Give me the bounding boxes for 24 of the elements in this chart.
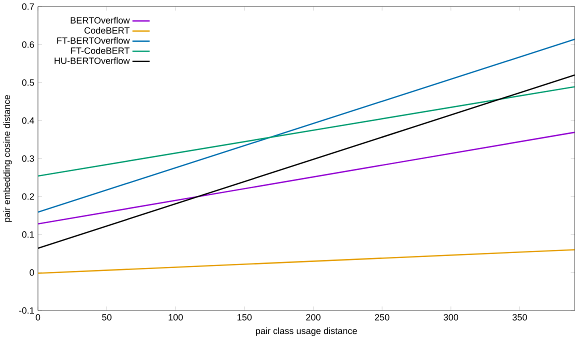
y-tick-label: 0.1 — [22, 231, 34, 238]
x-tick-label: 150 — [238, 314, 252, 320]
legend-label: HU-BERTOverflow — [54, 57, 130, 64]
y-tick-label: -0.1 — [19, 307, 34, 314]
x-tick-label: 100 — [168, 314, 183, 320]
y-tick-label: 0.4 — [22, 117, 34, 124]
x-tick-label: 200 — [306, 314, 320, 320]
legend-label: FT-CodeBERT — [71, 47, 130, 54]
legend-label: BERTOverflow — [70, 16, 130, 24]
y-tick-label: 0 — [30, 269, 34, 276]
x-tick-label: 250 — [374, 314, 390, 320]
y-tick-label: 0.7 — [22, 3, 34, 10]
y-tick-label: 0.6 — [22, 41, 34, 48]
legend-label: FT-BERTOverflow — [57, 36, 130, 44]
x-tick-label: 350 — [512, 314, 527, 320]
x-tick-label: 50 — [102, 314, 112, 320]
y-tick-label: 0.3 — [22, 155, 34, 162]
legend-label: CodeBERT — [84, 26, 130, 34]
x-tick-label: 300 — [444, 314, 458, 320]
y-axis-title: pair embedding cosine distance — [3, 95, 12, 222]
y-tick-label: 0.5 — [22, 79, 34, 86]
x-axis-title: pair class usage distance — [256, 327, 357, 336]
x-tick-label: 0 — [36, 314, 40, 320]
y-tick-label: 0.2 — [22, 193, 34, 200]
